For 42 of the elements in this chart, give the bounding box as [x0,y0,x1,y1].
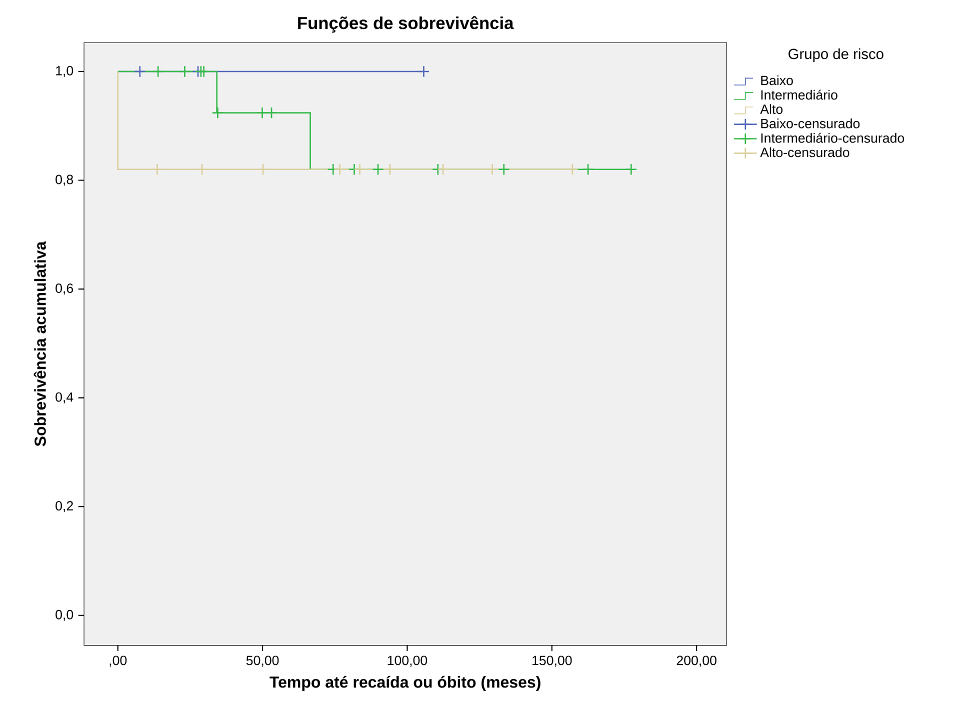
legend-label: Intermediário [761,90,838,100]
point [334,163,346,176]
point [372,163,384,176]
point [134,65,146,78]
point [198,65,210,78]
y-tick-label: 0,8 [56,174,74,186]
x-tick-label: 150,00 [532,656,572,667]
x-tick-label: 50,00 [246,656,279,667]
point [566,163,578,176]
x-tick-label: 200,00 [676,656,716,667]
y-tick-label: 1,0 [56,66,74,77]
point [384,163,396,176]
x-tick-label: 100,00 [388,656,428,667]
legend-label: Alto-censurado [760,147,850,158]
point [196,163,208,176]
y-tick-label: 0,4 [56,392,74,404]
point [212,106,224,119]
point [256,106,268,119]
legend-label: Baixo-censurado [761,118,860,128]
point [354,163,366,176]
x-tick-label: ,00 [110,656,127,667]
y-tick-label: 0,0 [56,610,74,621]
y-axis-title: Sobrevivência acumulativa [34,241,46,446]
point [625,163,638,176]
point [266,106,278,119]
point [498,163,510,176]
legend-title: Grupo de risco [788,48,884,62]
point [418,65,430,78]
legend-label: Intermediário-censurado [761,132,904,143]
point [152,65,164,78]
y-tick-label: 0,6 [56,284,74,295]
point [178,65,191,78]
point [437,163,450,176]
x-axis-title: Tempo até recaída ou óbito (meses) [270,676,540,691]
y-tick-label: 0,2 [56,501,73,512]
point [582,163,594,176]
point [486,163,498,176]
chart-title: Funções de sobrevivência [298,16,514,33]
point [257,163,270,176]
legend-label: Baixo [761,75,793,86]
legend-label: Alto [760,104,783,114]
point [151,163,164,176]
